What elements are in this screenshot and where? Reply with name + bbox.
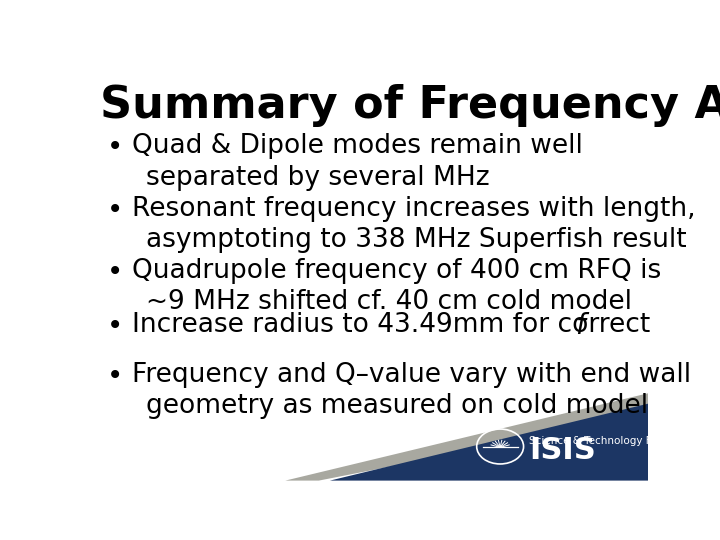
Text: separated by several MHz: separated by several MHz (145, 165, 490, 191)
Text: ISIS: ISIS (529, 436, 596, 465)
Text: f: f (575, 312, 585, 340)
Polygon shape (285, 393, 648, 481)
Text: Science & Technology Facilities Council: Science & Technology Facilities Council (529, 436, 720, 446)
Text: •: • (107, 133, 123, 161)
Text: ~9 MHz shifted cf. 40 cm cold model: ~9 MHz shifted cf. 40 cm cold model (145, 289, 632, 315)
Text: •: • (107, 258, 123, 286)
Text: •: • (107, 196, 123, 224)
Polygon shape (330, 404, 648, 481)
Text: Frequency and Q–value vary with end wall: Frequency and Q–value vary with end wall (132, 362, 691, 388)
Text: Quad & Dipole modes remain well: Quad & Dipole modes remain well (132, 133, 582, 159)
Text: geometry as measured on cold model: geometry as measured on cold model (145, 393, 648, 419)
Text: Resonant frequency increases with length,: Resonant frequency increases with length… (132, 196, 696, 222)
Text: •: • (107, 312, 123, 340)
Text: Summary of Frequency Analysis: Summary of Frequency Analysis (100, 84, 720, 126)
Text: •: • (107, 362, 123, 390)
Text: asymptoting to 338 MHz Superfish result: asymptoting to 338 MHz Superfish result (145, 227, 686, 253)
Text: Increase radius to 43.49mm for correct: Increase radius to 43.49mm for correct (132, 312, 659, 338)
Text: Quadrupole frequency of 400 cm RFQ is: Quadrupole frequency of 400 cm RFQ is (132, 258, 661, 284)
